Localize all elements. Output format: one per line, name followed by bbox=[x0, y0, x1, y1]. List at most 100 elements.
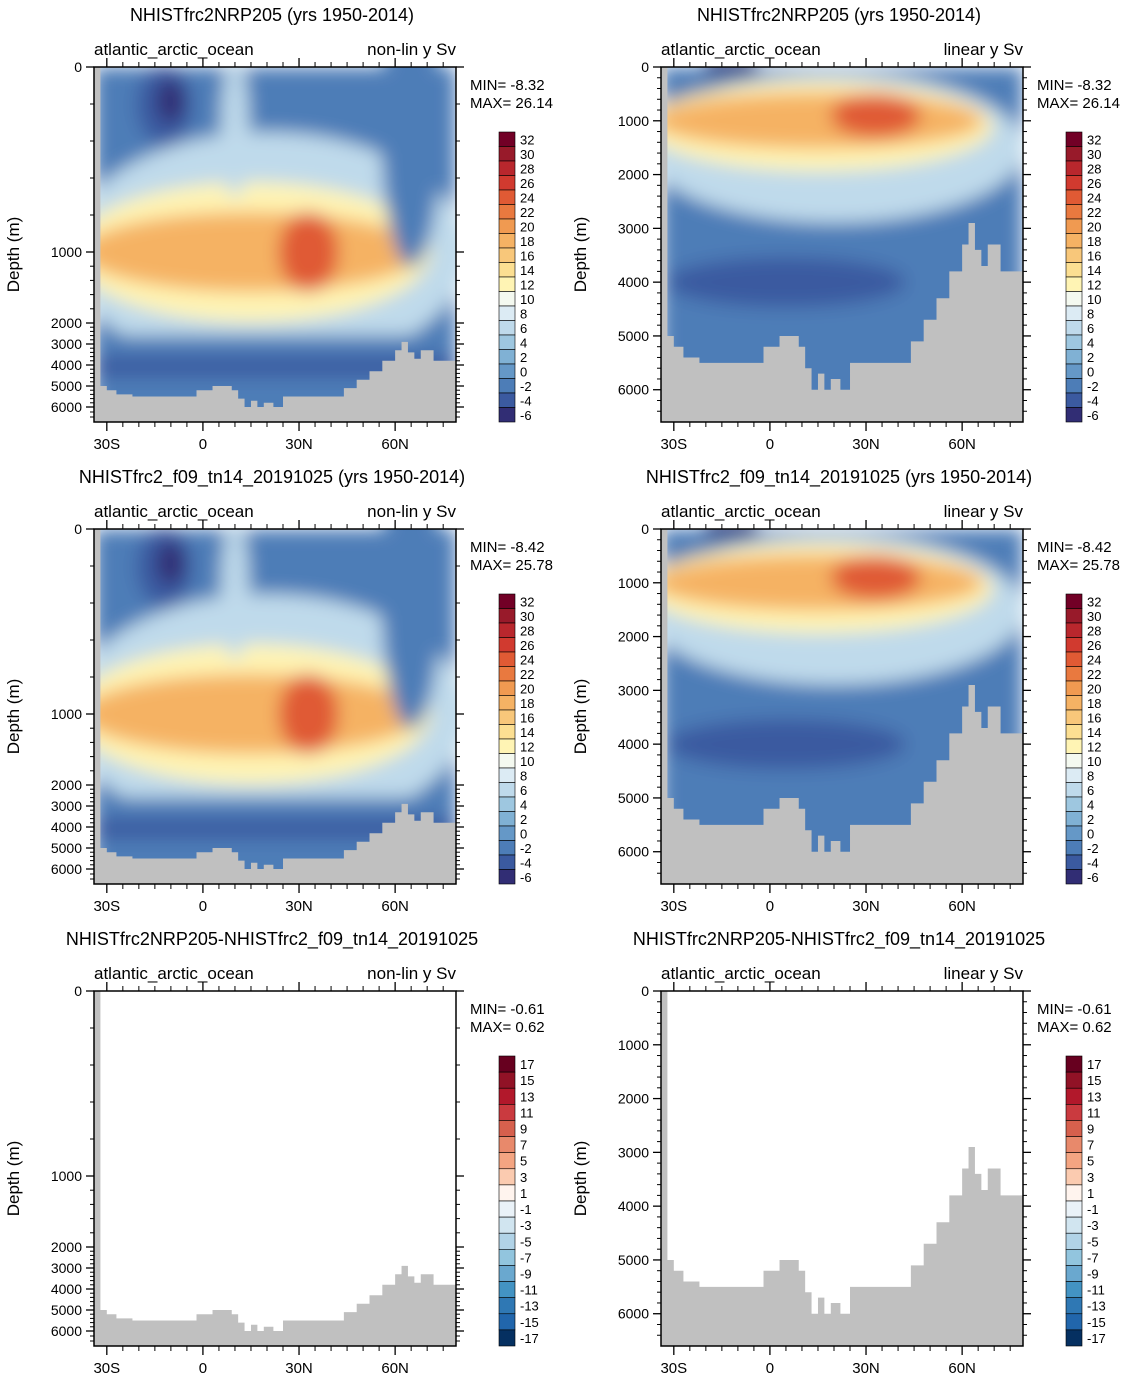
colorbar-swatch bbox=[498, 1104, 516, 1121]
x-tick-label: 60N bbox=[381, 898, 409, 915]
colorbar-swatch bbox=[1065, 738, 1083, 754]
colorbar-label: 14 bbox=[520, 725, 534, 740]
colorbar-swatch bbox=[1065, 666, 1083, 682]
colorbar-label: 4 bbox=[520, 335, 527, 350]
panel-middle-left: NHISTfrc2_f09_tn14_20191025 (yrs 1950-20… bbox=[0, 462, 560, 922]
land-mask bbox=[94, 529, 456, 884]
colorbar-swatch bbox=[498, 160, 516, 176]
colorbar-label: 32 bbox=[520, 132, 534, 147]
x-tick-label: 30S bbox=[660, 898, 687, 915]
land-mask bbox=[661, 67, 1023, 422]
y-tick-label: 6000 bbox=[618, 844, 649, 860]
colorbar-label: 3 bbox=[520, 1170, 527, 1185]
colorbar-label: -6 bbox=[1087, 870, 1099, 885]
plot-area bbox=[94, 529, 456, 884]
colorbar-label: -3 bbox=[1087, 1218, 1099, 1233]
y-tick-label: 3000 bbox=[618, 220, 649, 236]
y-tick-label: 5000 bbox=[618, 790, 649, 806]
y-axis-label: Depth (m) bbox=[571, 679, 590, 755]
y-tick-label: 1000 bbox=[618, 113, 649, 129]
panel-top-left: NHISTfrc2NRP205 (yrs 1950-2014) atlantic_… bbox=[0, 0, 560, 460]
colorbar-swatch bbox=[498, 709, 516, 725]
colorbar-label: -4 bbox=[1087, 855, 1099, 870]
y-tick-label: 4000 bbox=[618, 1198, 649, 1214]
y-tick-label: 2000 bbox=[618, 629, 649, 645]
min-label: MIN= -8.42 bbox=[1037, 539, 1112, 556]
colorbar-label: 32 bbox=[1087, 594, 1101, 609]
colorbar-swatch bbox=[498, 1297, 516, 1315]
min-label: MIN= -0.61 bbox=[1037, 1001, 1112, 1018]
x-tick-label: 30N bbox=[852, 1360, 880, 1377]
colorbar-label: 12 bbox=[520, 739, 534, 754]
colorbar-swatch bbox=[498, 1313, 516, 1331]
chart-title: NHISTfrc2NRP205 (yrs 1950-2014) bbox=[130, 5, 414, 25]
y-tick-label: 0 bbox=[74, 521, 82, 537]
colorbar-label: -11 bbox=[520, 1283, 538, 1298]
colorbar-label: 2 bbox=[520, 812, 527, 827]
land-mask bbox=[661, 991, 1023, 1346]
y-tick-label: 4000 bbox=[51, 357, 82, 373]
plot-frame bbox=[93, 66, 457, 423]
colorbar-swatch bbox=[498, 1232, 516, 1250]
colorbar-label: -9 bbox=[1087, 1267, 1099, 1282]
colorbar-label: 15 bbox=[1087, 1073, 1101, 1088]
colorbar-label: 6 bbox=[520, 321, 527, 336]
colorbar-swatch bbox=[498, 724, 516, 740]
colorbar-label: 8 bbox=[1087, 768, 1094, 783]
colorbar-label: 14 bbox=[1087, 263, 1101, 278]
colorbar-label: 18 bbox=[1087, 696, 1101, 711]
colorbar-swatch bbox=[1065, 175, 1083, 191]
plot-frame bbox=[93, 990, 457, 1347]
y-axis: 0 1000 2000 3000 4000 5000 6000 Depth (m) bbox=[571, 521, 1031, 874]
field-contour-9 bbox=[94, 818, 456, 839]
colorbar-swatch bbox=[1065, 1313, 1083, 1331]
scale-label: non-lin y Sv bbox=[367, 964, 456, 983]
y-tick-label: 5000 bbox=[618, 328, 649, 344]
colorbar-label: -1 bbox=[1087, 1202, 1099, 1217]
colorbar-label: 6 bbox=[520, 783, 527, 798]
colorbar-swatch bbox=[1065, 1120, 1083, 1137]
colorbar-label: 28 bbox=[1087, 161, 1101, 176]
colorbar-label: -7 bbox=[520, 1250, 532, 1265]
colorbar-label: 24 bbox=[1087, 652, 1101, 667]
y-tick-label: 4000 bbox=[618, 736, 649, 752]
y-tick-label: 6000 bbox=[618, 382, 649, 398]
y-tick-label: 2000 bbox=[618, 167, 649, 183]
y-tick-label: 6000 bbox=[51, 399, 82, 415]
plot-area bbox=[661, 67, 1023, 422]
colorbar-swatch bbox=[498, 1200, 516, 1218]
colorbar-label: 20 bbox=[520, 681, 534, 696]
colorbar-swatch bbox=[1065, 637, 1083, 653]
colorbar-label: -2 bbox=[1087, 841, 1099, 856]
colorbar-swatch bbox=[1065, 1184, 1083, 1202]
colorbar-swatch bbox=[498, 666, 516, 682]
colorbar-swatch bbox=[1065, 305, 1083, 321]
colorbar-label: 5 bbox=[1087, 1154, 1094, 1169]
colorbar-label: -5 bbox=[1087, 1234, 1099, 1249]
colorbar-swatch bbox=[1065, 1297, 1083, 1315]
colorbar-swatch bbox=[498, 738, 516, 754]
plot-frame bbox=[660, 66, 1024, 423]
field-contour-6 bbox=[220, 67, 249, 197]
colorbar-swatch bbox=[498, 651, 516, 667]
colorbar-swatch bbox=[498, 1329, 516, 1347]
colorbar-swatch bbox=[1065, 608, 1083, 624]
scale-label: linear y Sv bbox=[944, 964, 1024, 983]
colorbar-label: -15 bbox=[1087, 1315, 1106, 1330]
field-contour-3 bbox=[278, 674, 339, 754]
colorbar-label: 3 bbox=[1087, 1170, 1094, 1185]
colorbar-swatch bbox=[498, 349, 516, 365]
colorbar-swatch bbox=[498, 695, 516, 711]
x-tick-label: 30S bbox=[660, 436, 687, 453]
colorbar-label: 8 bbox=[520, 306, 527, 321]
field-contour-6 bbox=[705, 67, 756, 73]
colorbar-swatch bbox=[498, 1136, 516, 1153]
colorbar-swatch bbox=[1065, 1136, 1083, 1153]
colorbar-swatch bbox=[498, 1120, 516, 1137]
scale-label: linear y Sv bbox=[944, 502, 1024, 521]
colorbar-label: 7 bbox=[520, 1138, 527, 1153]
x-tick-label: 30S bbox=[93, 1360, 120, 1377]
plot-area bbox=[661, 991, 1023, 1346]
